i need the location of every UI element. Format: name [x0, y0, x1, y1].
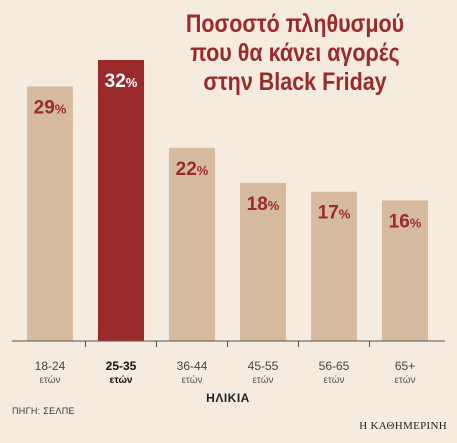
- x-axis-labels: 18-24ετών25-35ετών36-44ετών45-55ετών56-6…: [35, 359, 416, 386]
- chart-title-line: που θα κάνει αγορές: [190, 39, 400, 67]
- x-tick-label: 65+: [395, 359, 415, 373]
- bar-value-label: 29%: [34, 97, 67, 118]
- x-tick-unit: ετών: [181, 374, 202, 386]
- x-tick-label: 25-35: [106, 359, 137, 373]
- bar: [169, 147, 215, 341]
- x-tick-unit: ετών: [39, 374, 60, 386]
- bar: [98, 60, 144, 341]
- x-tick-unit: ετών: [252, 374, 273, 386]
- bars-group: 29% 32% 22% 18% 17% 16%: [27, 60, 428, 341]
- chart-title: Ποσοστό πληθυσμού που θα κάνει αγορές στ…: [162, 10, 429, 97]
- x-tick-unit: ετών: [110, 375, 133, 386]
- bar-value-label: 17%: [318, 203, 351, 224]
- bar-value-label: 32%: [105, 71, 138, 92]
- chart-title-line: στην Black Friday: [203, 68, 387, 96]
- x-axis-title: ΗΛΙΚΙΑ: [206, 391, 250, 405]
- x-axis-ticks: [85, 341, 370, 347]
- x-tick-label: 36-44: [177, 359, 208, 373]
- bar: [382, 200, 428, 341]
- bar-value-label: 16%: [389, 212, 422, 233]
- x-tick-label: 18-24: [35, 359, 66, 373]
- x-tick-label: 45-55: [248, 359, 279, 373]
- x-tick-label: 56-65: [319, 359, 350, 373]
- bar-value-label: 18%: [247, 194, 280, 215]
- chart-title-line: Ποσοστό πληθυσμού: [185, 10, 405, 38]
- x-tick-unit: ετών: [394, 374, 415, 386]
- bar-value-label: 22%: [176, 159, 209, 180]
- publisher-logo: Η ΚΑΘΗΜΕΡΙΝΗ: [359, 420, 447, 432]
- bar: [240, 182, 286, 341]
- bar: [311, 191, 357, 341]
- x-tick-unit: ετών: [323, 374, 344, 386]
- bar: [27, 86, 73, 341]
- source-note: ΠΗΓΗ: ΣΕΛΠΕ: [12, 406, 75, 416]
